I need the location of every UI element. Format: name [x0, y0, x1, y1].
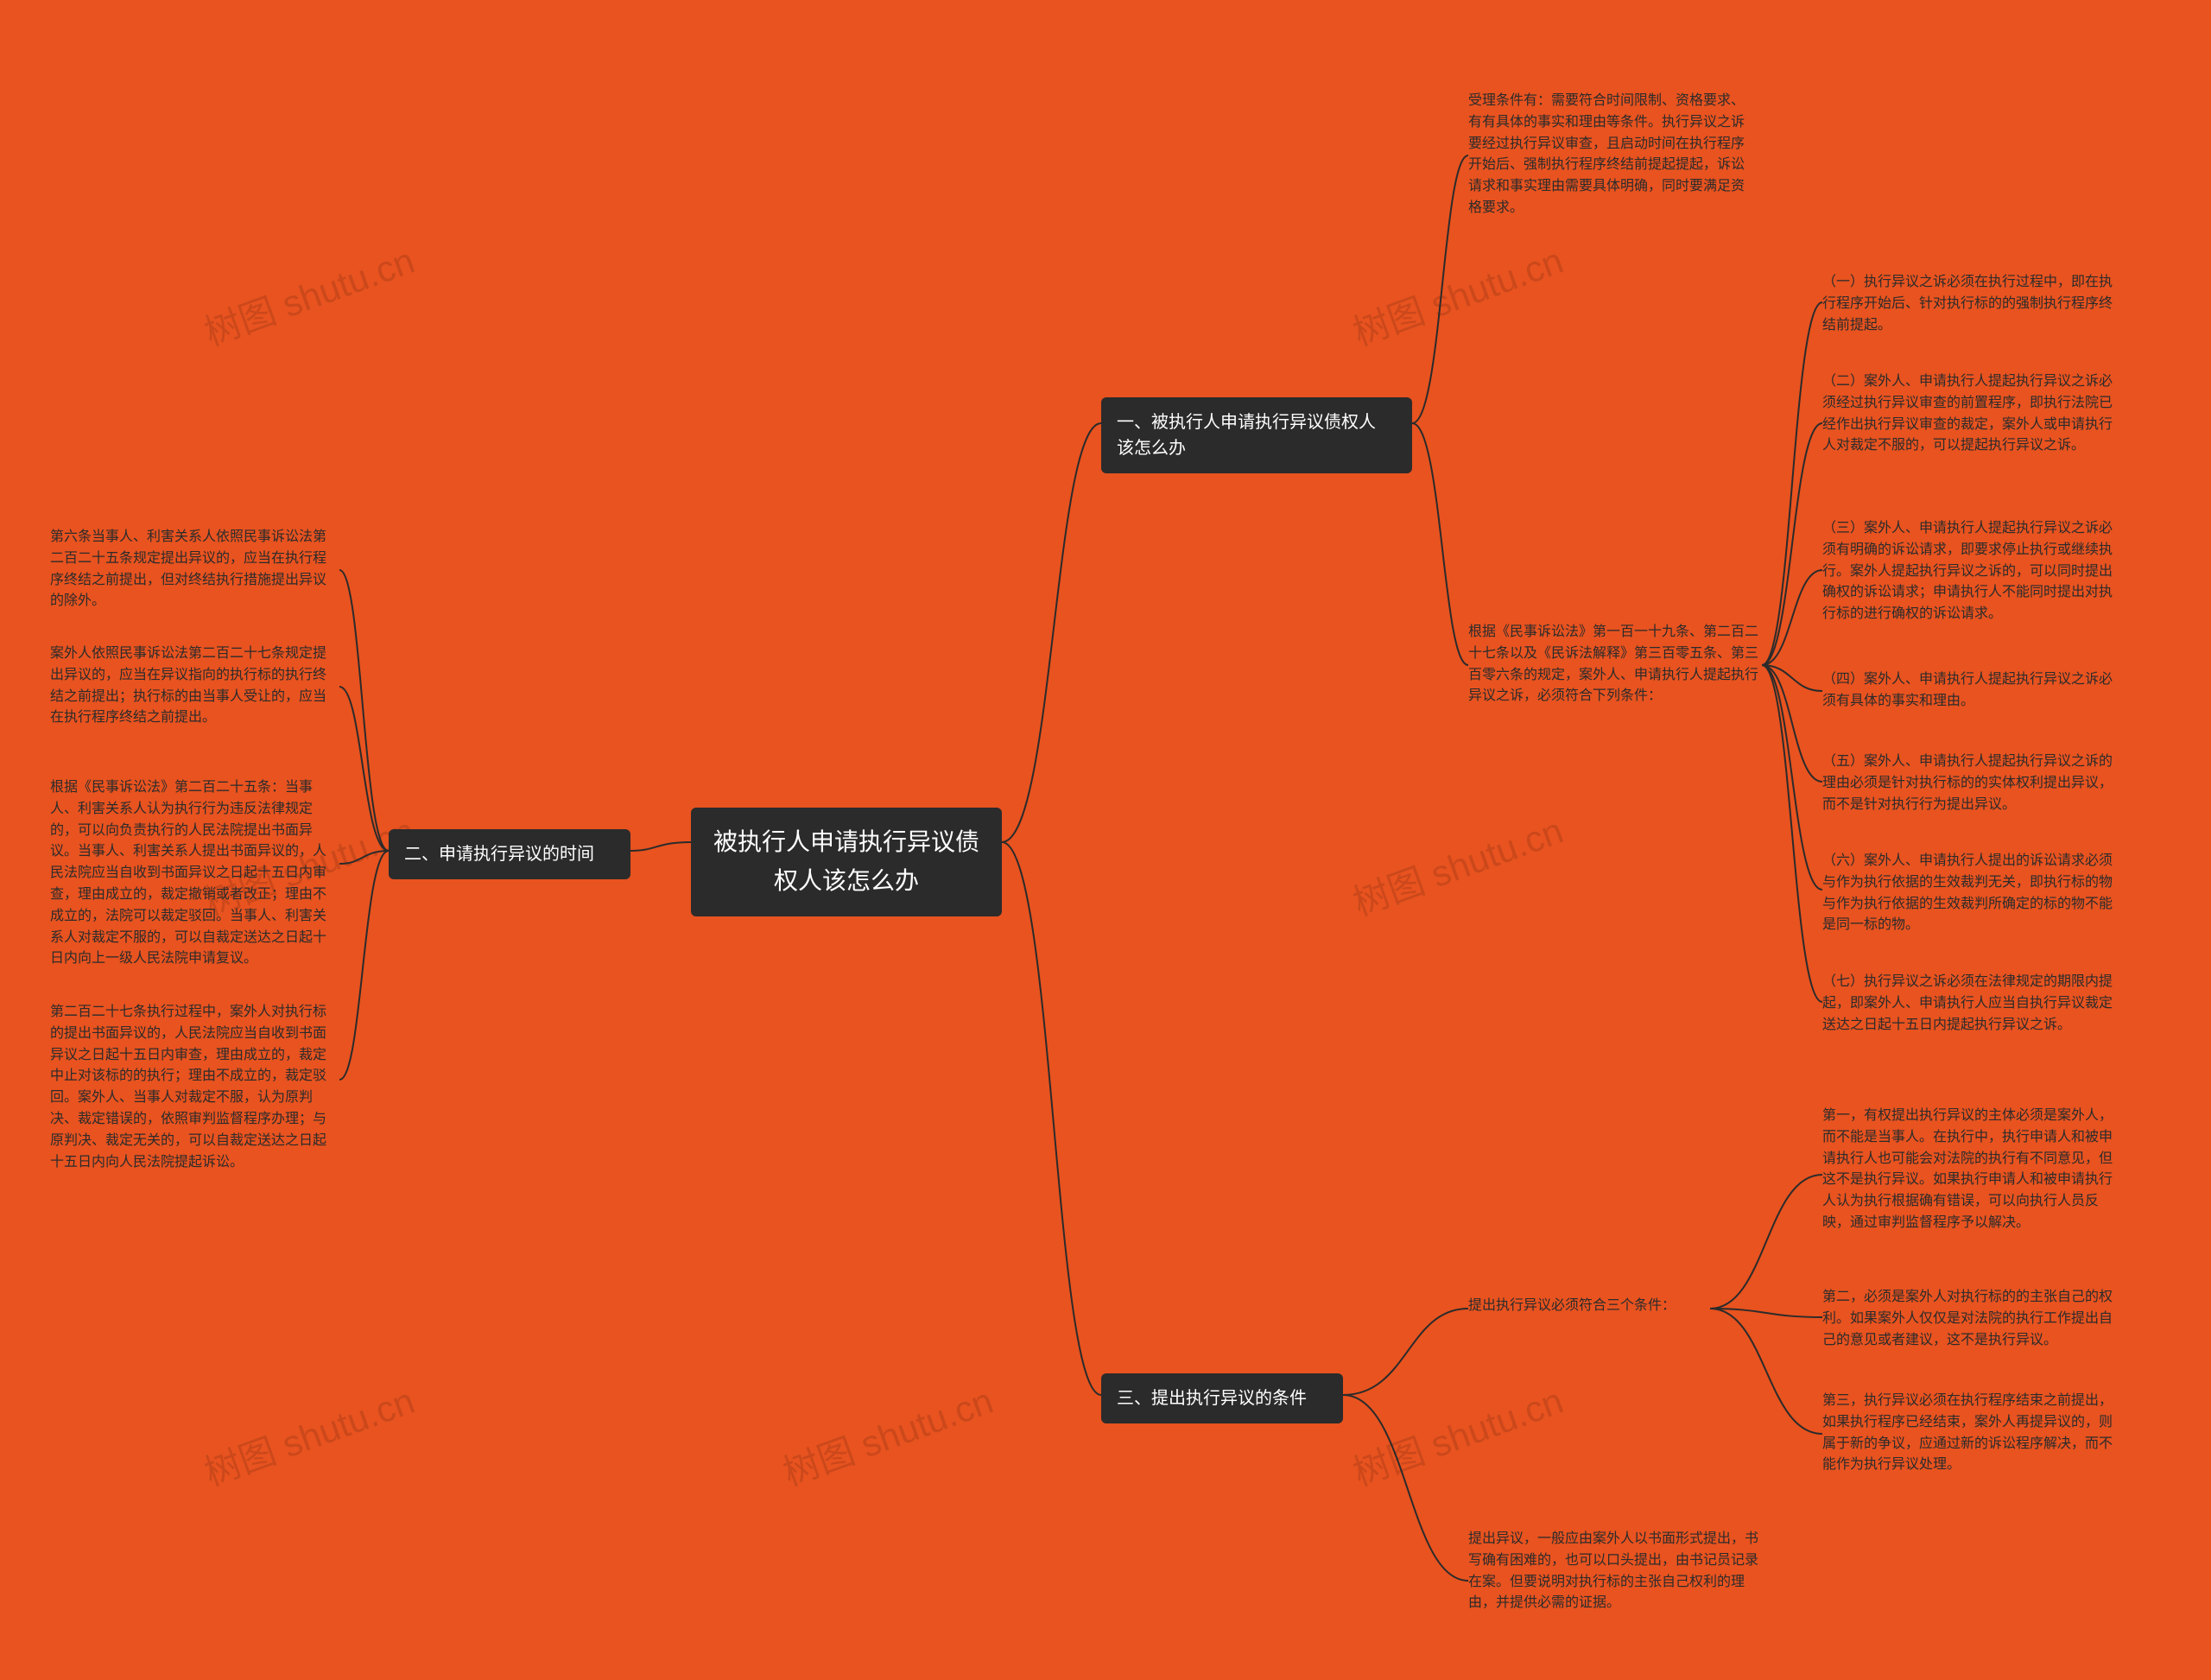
b3-leaf2: 提出异议，一般应由案外人以书面形式提出，书写确有困难的，也可以口头提出，由书记员… [1468, 1529, 1762, 1614]
b1-sub-l2: （二）案外人、申请执行人提起执行异议之诉必须经过执行异议审查的前置程序，即执行法… [1822, 371, 2116, 457]
branch-1-line1: 一、被执行人申请执行异议债权人 [1117, 413, 1376, 432]
b2-l2: 案外人依照民事诉讼法第二百二十七条规定提出异议的，应当在异议指向的执行标的执行终… [50, 643, 339, 729]
b1-sub-l4: （四）案外人、申请执行人提起执行异议之诉必须有具体的事实和理由。 [1822, 669, 2116, 713]
root-node: 被执行人申请执行异议债 权人该怎么办 [691, 808, 1002, 916]
b2-l3: 根据《民事诉讼法》第二百二十五条：当事人、利害关系人认为执行行为违反法律规定的，… [50, 777, 339, 970]
watermark: 树图 shutu.cn [1345, 1372, 1569, 1496]
b1-sub-l1: （一）执行异议之诉必须在执行过程中，即在执行程序开始后、针对执行标的的强制执行程… [1822, 272, 2116, 336]
branch-1: 一、被执行人申请执行异议债权人 该怎么办 [1101, 397, 1412, 473]
watermark: 树图 shutu.cn [775, 1372, 999, 1496]
root-line1: 被执行人申请执行异议债 [713, 828, 979, 855]
watermark: 树图 shutu.cn [1345, 231, 1569, 356]
branch-3: 三、提出执行异议的条件 [1101, 1373, 1343, 1423]
b1-sub-l7: （七）执行异议之诉必须在法律规定的期限内提起，即案外人、申请执行人应当自执行异议… [1822, 972, 2116, 1036]
b1-sub-label: 根据《民事诉讼法》第一百一十九条、第二百二十七条以及《民诉法解释》第三百零五条、… [1468, 622, 1762, 707]
b1-sub-l3: （三）案外人、申请执行人提起执行异议之诉必须有明确的诉讼请求，即要求停止执行或继… [1822, 518, 2116, 625]
watermark: 树图 shutu.cn [196, 1372, 421, 1496]
b1-sub-l5: （五）案外人、申请执行人提起执行异议之诉的理由必须是针对执行标的的实体权利提出异… [1822, 751, 2116, 815]
watermark: 树图 shutu.cn [1345, 802, 1569, 926]
b2-l1: 第六条当事人、利害关系人依照民事诉讼法第二百二十五条规定提出异议的，应当在执行程… [50, 527, 339, 612]
branch-2: 二、申请执行异议的时间 [389, 829, 630, 879]
b3-sub-l3: 第三，执行异议必须在执行程序结束之前提出，如果执行程序已经结束，案外人再提异议的… [1822, 1391, 2116, 1476]
b3-sub-l1: 第一，有权提出执行异议的主体必须是案外人，而不能是当事人。在执行中，执行申请人和… [1822, 1106, 2116, 1234]
b3-sub-label: 提出执行异议必须符合三个条件： [1468, 1296, 1710, 1317]
b1-leaf1: 受理条件有：需要符合时间限制、资格要求、有有具体的事实和理由等条件。执行异议之诉… [1468, 91, 1758, 219]
b1-sub-l6: （六）案外人、申请执行人提出的诉讼请求必须与作为执行依据的生效裁判无关，即执行标… [1822, 851, 2116, 936]
branch-1-line2: 该怎么办 [1117, 439, 1186, 458]
watermark: 树图 shutu.cn [196, 231, 421, 356]
b2-l4: 第二百二十七条执行过程中，案外人对执行标的提出书面异议的，人民法院应当自收到书面… [50, 1002, 339, 1173]
root-line2: 权人该怎么办 [774, 867, 919, 894]
b3-sub-l2: 第二，必须是案外人对执行标的的主张自己的权利。如果案外人仅仅是对法院的执行工作提… [1822, 1287, 2116, 1351]
